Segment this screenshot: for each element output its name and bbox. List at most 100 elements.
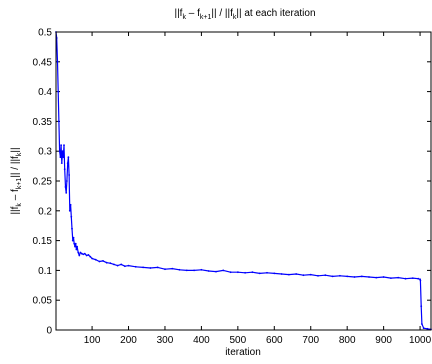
data-point	[215, 270, 217, 273]
x-tick-label: 500	[230, 335, 247, 346]
data-point	[69, 203, 72, 206]
data-point	[58, 120, 60, 123]
data-point	[309, 273, 312, 276]
data-point	[420, 305, 423, 308]
data-point	[142, 266, 145, 269]
data-points	[55, 31, 432, 331]
data-point	[273, 272, 276, 275]
data-point	[76, 245, 78, 248]
data-point	[207, 270, 210, 272]
y-tick-label: 0.05	[33, 296, 53, 307]
data-point	[65, 192, 68, 194]
y-tick-label: 0.4	[38, 87, 52, 98]
y-tick-label: 0.2	[38, 206, 52, 217]
data-point	[124, 265, 126, 268]
data-point	[71, 239, 74, 242]
y-axis-label: ||fk – fk+1|| / ||fk||	[10, 147, 23, 214]
data-point	[422, 327, 425, 330]
x-tick-label: 900	[375, 335, 392, 346]
y-tick-label: 0.15	[33, 236, 53, 247]
y-tick-label: 0.5	[38, 28, 52, 39]
data-point	[68, 174, 70, 176]
x-tick-label: 600	[266, 335, 283, 346]
x-tick-label: 1000	[409, 335, 432, 346]
data-point	[237, 271, 239, 274]
data-point	[288, 273, 290, 276]
x-axis-label: iteration	[225, 347, 261, 358]
x-tick-label: 300	[157, 335, 174, 346]
data-point	[120, 263, 123, 266]
data-point	[63, 144, 65, 147]
y-tick-label: 0.1	[38, 266, 52, 277]
data-point	[390, 277, 392, 279]
data-point	[70, 215, 73, 218]
data-point	[353, 276, 356, 278]
y-tick-label: 0.35	[33, 117, 53, 128]
data-point	[360, 275, 363, 278]
data-point	[83, 252, 86, 255]
x-tick-label: 200	[120, 335, 137, 346]
data-point	[58, 150, 61, 153]
data-point	[280, 273, 283, 275]
data-point	[185, 269, 188, 272]
data-point	[68, 209, 71, 212]
data-point	[426, 327, 429, 330]
y-tick-label: 0.45	[33, 57, 53, 68]
data-point	[105, 261, 108, 264]
data-point	[87, 254, 90, 256]
data-point	[74, 245, 76, 248]
data-point	[74, 242, 77, 245]
data-point	[127, 264, 130, 267]
data-point	[339, 274, 341, 277]
data-point	[193, 269, 196, 272]
data-point	[382, 276, 385, 278]
data-point	[302, 274, 305, 277]
data-point	[222, 269, 225, 272]
data-point	[102, 260, 104, 262]
data-point	[116, 264, 119, 267]
data-point	[109, 262, 112, 265]
data-point	[66, 180, 68, 182]
data-point	[404, 277, 407, 280]
data-point	[258, 272, 261, 275]
x-tick-label: 800	[339, 335, 356, 346]
data-point	[331, 275, 334, 278]
data-point	[61, 150, 64, 153]
y-tick-label: 0.25	[33, 177, 53, 188]
x-tick-labels: 100 200 300 400 500 600 700 800 900 1000	[84, 335, 432, 346]
data-point	[59, 156, 62, 159]
data-point	[75, 248, 78, 251]
data-point	[56, 60, 59, 63]
data-point	[421, 323, 423, 325]
data-point	[368, 276, 370, 278]
data-point	[62, 156, 65, 159]
data-point	[411, 277, 414, 279]
x-tick-label: 400	[193, 335, 210, 346]
y-tick-label: 0.3	[38, 147, 52, 158]
x-tick-label: 700	[302, 335, 319, 346]
data-point	[171, 267, 174, 270]
data-point	[178, 268, 181, 271]
data-point	[57, 90, 60, 93]
data-point	[419, 279, 422, 282]
data-point	[77, 251, 80, 254]
axis-ticks	[56, 31, 431, 331]
data-point	[244, 271, 247, 274]
data-point	[229, 271, 232, 274]
data-point	[156, 266, 159, 269]
data-point	[200, 268, 203, 271]
data-point	[324, 274, 327, 277]
data-point	[81, 252, 83, 255]
data-point	[72, 236, 75, 239]
data-point	[82, 253, 85, 256]
data-point	[64, 186, 67, 188]
data-point	[251, 271, 254, 274]
y-tick-label: 0	[46, 326, 52, 337]
data-point	[417, 277, 420, 280]
chart-title: ||fk – fk+1|| / ||fk|| at each iteration	[174, 8, 315, 21]
data-point	[60, 144, 62, 147]
data-point	[346, 275, 349, 278]
y-tick-labels: 0 0.05 0.1 0.15 0.2 0.25 0.3 0.35 0.4 0.45 0.5	[33, 28, 53, 337]
data-point	[375, 276, 378, 279]
data-point	[66, 162, 69, 165]
